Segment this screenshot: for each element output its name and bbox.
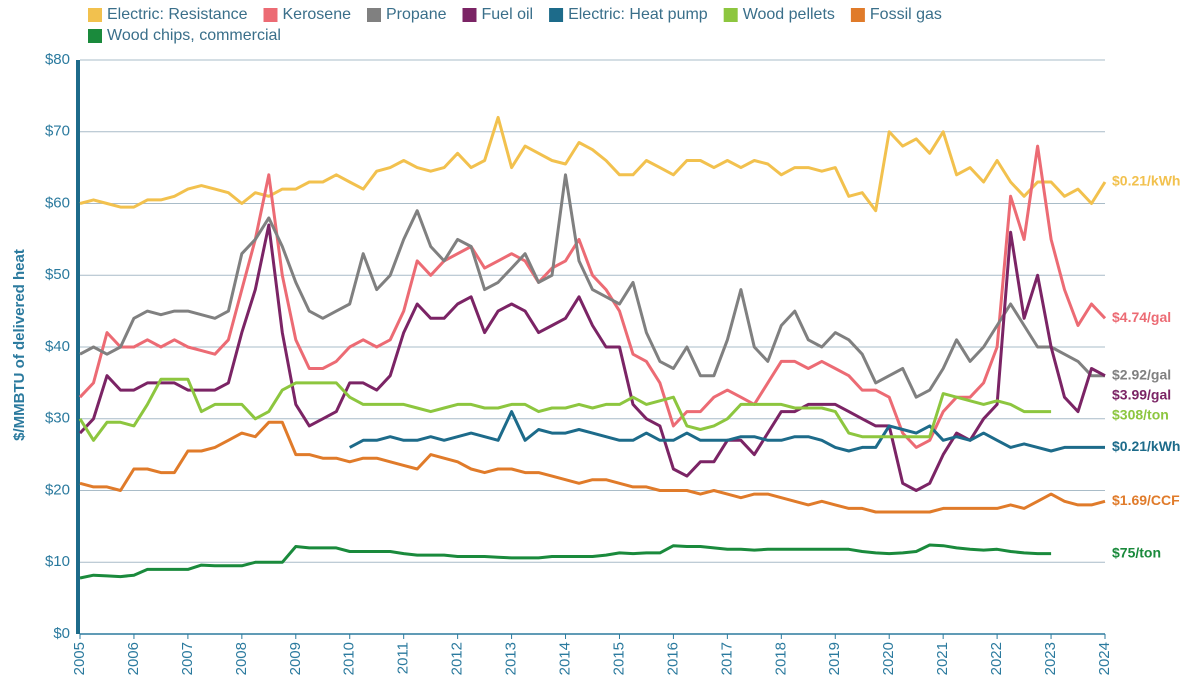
legend-label: Kerosene [283, 6, 352, 23]
end-label: $308/ton [1112, 406, 1169, 422]
legend-swatch [263, 8, 278, 22]
legend-label: Wood chips, commercial [107, 27, 281, 44]
y-tick-label: $10 [45, 553, 70, 570]
y-axis-label: $/MMBTU of delivered heat [11, 249, 28, 441]
y-tick-label: $70 [45, 123, 70, 140]
end-label: $3.99/gal [1112, 386, 1171, 402]
end-label: $1.69/CCF [1112, 492, 1180, 508]
x-tick-label: 2011 [395, 642, 412, 674]
x-tick-label: 2005 [71, 642, 88, 675]
series-line [78, 144, 1107, 449]
y-tick-label: $20 [45, 481, 70, 498]
x-tick-label: 2012 [449, 642, 466, 675]
y-tick-label: $40 [45, 338, 70, 355]
legend-swatch [723, 8, 738, 22]
x-tick-label: 2020 [880, 642, 897, 675]
series-line [78, 377, 1052, 442]
end-label: $75/ton [1112, 544, 1161, 560]
x-tick-label: 2007 [179, 642, 196, 675]
legend-swatch [88, 8, 102, 22]
series-line [79, 420, 1106, 514]
y-tick-label: $30 [45, 410, 70, 427]
x-tick-label: 2019 [826, 642, 843, 675]
y-tick-label: $80 [45, 51, 70, 68]
series-line [349, 410, 1105, 453]
x-tick-label: 2017 [718, 642, 735, 675]
x-tick-label: 2009 [287, 642, 304, 675]
end-label: $2.92/gal [1112, 366, 1171, 382]
series-line [79, 543, 1052, 580]
x-tick-label: 2016 [664, 642, 681, 675]
legend-swatch [850, 8, 865, 22]
x-tick-label: 2010 [341, 642, 358, 675]
end-label: $0.21/kWh [1112, 173, 1180, 189]
legend-swatch [88, 29, 102, 43]
x-tick-label: 2021 [934, 642, 951, 675]
y-tick-label: $50 [45, 266, 70, 283]
x-tick-label: 2018 [772, 642, 789, 675]
legend-label: Wood pellets [743, 6, 835, 23]
legend-label: Fuel oil [482, 6, 534, 23]
y-tick-label: $0 [53, 625, 70, 642]
series-line [78, 223, 1106, 492]
end-label: $4.74/gal [1112, 309, 1171, 325]
x-tick-label: 2023 [1042, 642, 1059, 675]
x-tick-label: 2008 [233, 642, 250, 675]
series-line [79, 115, 1107, 213]
legend-label: Propane [386, 6, 447, 23]
y-tick-label: $60 [45, 194, 70, 211]
legend-label: Electric: Heat pump [568, 6, 708, 23]
x-tick-label: 2015 [610, 642, 627, 675]
x-tick-label: 2014 [556, 642, 573, 675]
series-line [79, 173, 1105, 399]
x-tick-label: 2013 [503, 642, 520, 675]
x-tick-label: 2022 [988, 642, 1005, 675]
x-tick-label: 2024 [1096, 642, 1113, 675]
legend-swatch [462, 8, 477, 22]
end-label: $0.21/kWh [1112, 438, 1180, 454]
legend-label: Fossil gas [870, 6, 942, 23]
x-tick-label: 2006 [125, 642, 142, 675]
legend-swatch [549, 8, 564, 22]
legend-label: Electric: Resistance [107, 6, 248, 23]
legend-swatch [367, 8, 381, 22]
